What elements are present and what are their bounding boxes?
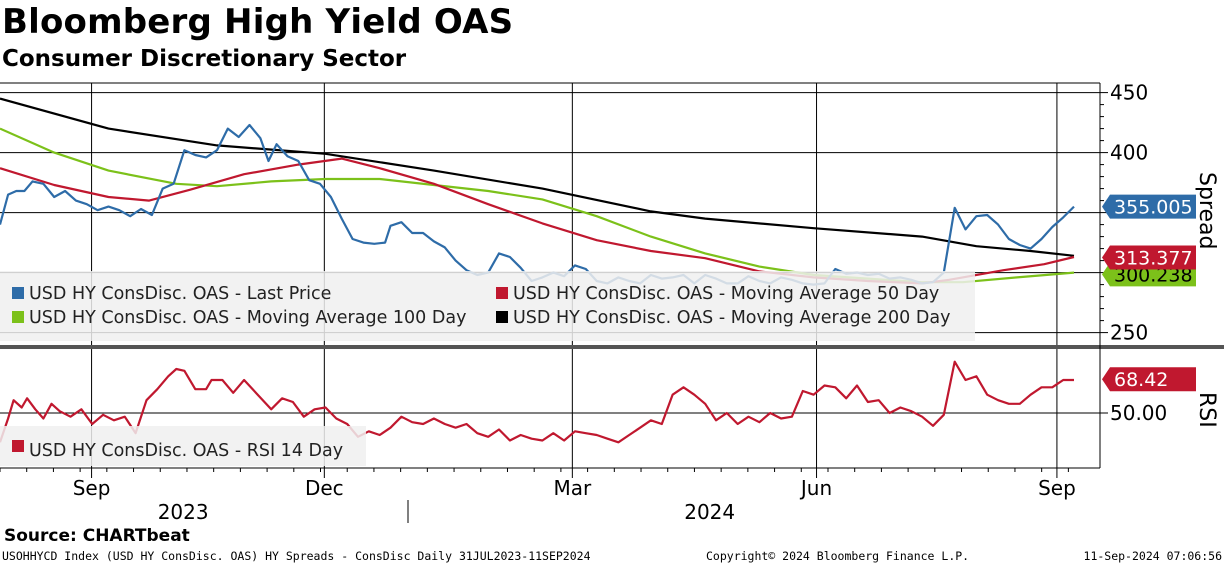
legend-swatch [496,287,508,299]
legend-label: USD HY ConsDisc. OAS - Moving Average 20… [513,308,950,328]
last-price-line [0,123,1075,286]
footer-timestamp: 11-Sep-2024 07:06:56 [1083,549,1222,563]
year-label: 2024 [684,500,735,524]
legend-layer: USD HY ConsDisc. OAS - Last Price USD HY … [0,271,975,466]
legend-swatch [12,287,24,299]
x-tick-label: Sep [1038,476,1076,500]
chart-title: Bloomberg High Yield OAS [2,2,514,42]
rsi-axis-title: RSI [1194,392,1219,428]
panel-separator [0,345,1224,349]
value-tag [1102,367,1196,392]
upper-legend-box [0,271,975,341]
x-tick-label: Mar [553,476,592,500]
value-tag [1102,194,1196,219]
ma100-line [0,127,1075,284]
x-tick-label: Sep [73,476,111,500]
legend-label: USD HY ConsDisc. OAS - Moving Average 50… [513,284,939,304]
year-label: 2023 [158,500,209,524]
x-tick-label: Jun [799,476,832,500]
ma200-line [0,97,1075,257]
axes-layer: 250 400 450 50.00 Spread RSI Sep Dec Mar Jun Sep 20… [0,81,1224,524]
legend-label: USD HY ConsDisc. OAS - Last Price [29,284,331,304]
ma50-line [0,157,1075,285]
upper-panel-series [0,97,1075,286]
legend-swatch [496,311,508,323]
value-tag-label: 355.005 [1114,197,1193,219]
rsi-tick-label: 50.00 [1110,401,1167,425]
value-tag-label: 313.377 [1114,248,1193,270]
legend-swatch [12,440,24,452]
y-tick-label: 450 [1110,81,1148,105]
legend-label: USD HY ConsDisc. OAS - RSI 14 Day [29,441,343,461]
legend-swatch [12,311,24,323]
value-tag-label: 68.42 [1114,369,1168,391]
legend-label: USD HY ConsDisc. OAS - Moving Average 10… [29,308,466,328]
rsi-line [0,360,1074,444]
value-tag-label: 300.238 [1114,264,1193,286]
y-axis-title: Spread [1194,172,1219,249]
value-tag [1102,245,1196,270]
chart-subtitle: Consumer Discretionary Sector [2,46,407,72]
y-tick-label: 400 [1110,141,1148,165]
y-tick-label: 250 [1110,321,1148,345]
x-tick-label: Dec [305,476,344,500]
source-note: Source: CHARTbeat [4,526,190,546]
lower-panel-series [0,360,1074,444]
footer-copyright: Copyright© 2024 Bloomberg Finance L.P. [706,549,970,563]
lower-legend-box [0,426,366,466]
footer-ticker-info: USOHHYCD Index (USD HY ConsDisc. OAS) HY… [2,549,591,563]
